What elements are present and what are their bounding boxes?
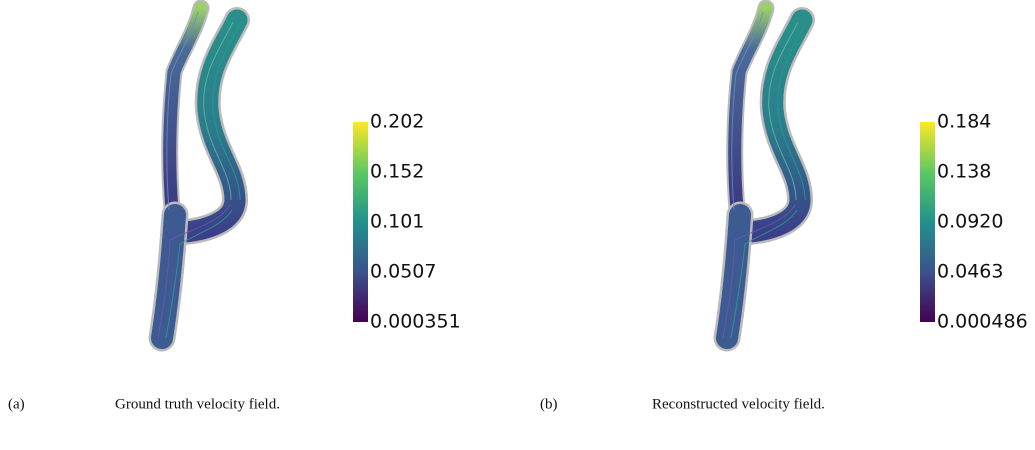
colorbar-tick-label: 0.0507	[370, 261, 436, 283]
colorbar-tick-label: 0.184	[937, 111, 991, 133]
vessel-render	[723, 8, 806, 338]
caption-label: (b)	[540, 396, 558, 412]
colorbar-tick-label: 0.152	[370, 161, 424, 183]
vessel-render	[158, 8, 241, 338]
colorbar-tick-label: 0.0463	[937, 261, 1003, 283]
caption-label: (a)	[8, 396, 25, 412]
figure: 0.202 0.152 0.101 0.0507 0.000351 (a) Ground t…	[0, 0, 1035, 450]
colorbar-tick-label: 0.138	[937, 161, 991, 183]
colorbar-tick-label: 0.000486	[937, 311, 1028, 333]
colorbar	[920, 122, 935, 322]
colorbar-tick-label: 0.000351	[370, 311, 461, 333]
colorbar-tick-label: 0.0920	[937, 211, 1003, 233]
colorbar	[353, 122, 368, 322]
caption-text: Ground truth velocity field.	[115, 396, 280, 412]
colorbar-tick-label: 0.101	[370, 211, 424, 233]
colorbar-tick-label: 0.202	[370, 111, 424, 133]
caption-text: Reconstructed velocity field.	[652, 396, 825, 412]
